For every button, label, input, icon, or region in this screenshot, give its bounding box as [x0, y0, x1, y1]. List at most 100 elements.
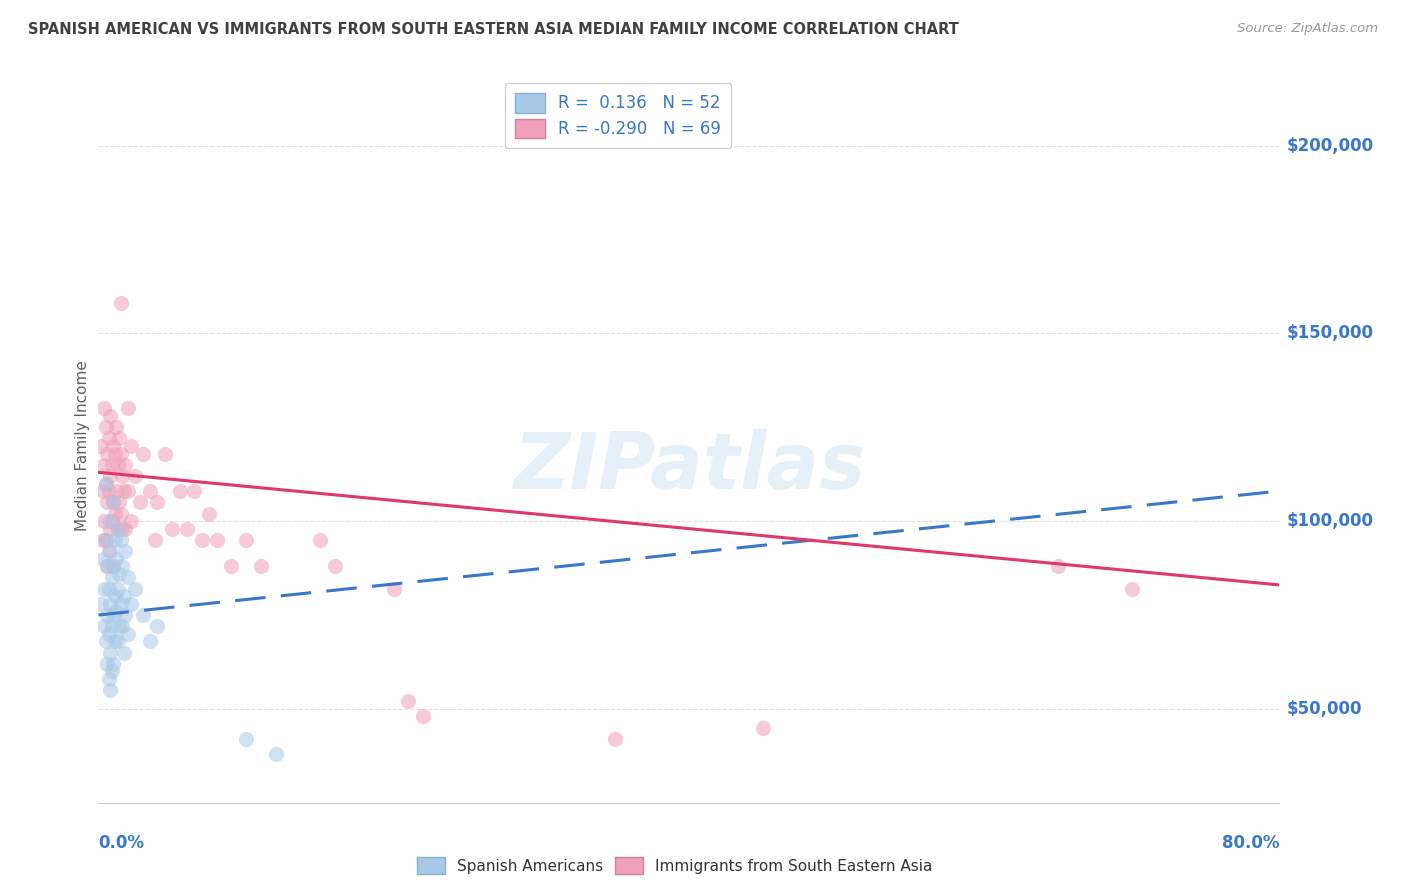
Point — [96, 446, 118, 460]
Point — [117, 627, 139, 641]
Point — [98, 409, 121, 423]
Point — [103, 439, 125, 453]
Point — [120, 514, 142, 528]
Text: $100,000: $100,000 — [1286, 512, 1374, 530]
Point — [103, 495, 125, 509]
Point — [98, 522, 121, 536]
Point — [104, 533, 127, 547]
Point — [103, 495, 125, 509]
Point — [107, 522, 129, 536]
Point — [103, 559, 125, 574]
Text: $150,000: $150,000 — [1286, 325, 1374, 343]
Point — [264, 747, 287, 761]
Point — [105, 551, 128, 566]
Point — [108, 566, 131, 581]
Point — [110, 507, 132, 521]
Point — [117, 570, 139, 584]
Point — [112, 589, 135, 603]
Point — [114, 544, 136, 558]
Text: Source: ZipAtlas.com: Source: ZipAtlas.com — [1237, 22, 1378, 36]
Point — [309, 533, 332, 547]
Point — [100, 458, 122, 472]
Point — [97, 484, 120, 499]
Point — [97, 514, 120, 528]
Point — [191, 533, 214, 547]
Point — [98, 683, 121, 698]
Point — [94, 634, 117, 648]
Text: ZIPatlas: ZIPatlas — [513, 429, 865, 506]
Point — [117, 401, 139, 416]
Point — [235, 731, 257, 746]
Point — [143, 533, 166, 547]
Point — [114, 522, 136, 536]
Point — [117, 484, 139, 499]
Point — [94, 476, 117, 491]
Point — [96, 559, 118, 574]
Point — [93, 401, 115, 416]
Point — [108, 432, 131, 446]
Legend: R =  0.136   N = 52, R = -0.290   N = 69: R = 0.136 N = 52, R = -0.290 N = 69 — [505, 83, 731, 148]
Point — [205, 533, 228, 547]
Point — [751, 721, 773, 735]
Point — [103, 607, 125, 622]
Point — [176, 522, 198, 536]
Point — [94, 476, 117, 491]
Point — [132, 607, 155, 622]
Point — [110, 597, 132, 611]
Point — [412, 709, 434, 723]
Point — [100, 619, 122, 633]
Point — [94, 533, 117, 547]
Y-axis label: Median Family Income: Median Family Income — [75, 360, 90, 532]
Point — [132, 446, 155, 460]
Point — [112, 646, 135, 660]
Point — [97, 544, 120, 558]
Point — [108, 619, 131, 633]
Text: SPANISH AMERICAN VS IMMIGRANTS FROM SOUTH EASTERN ASIA MEDIAN FAMILY INCOME CORR: SPANISH AMERICAN VS IMMIGRANTS FROM SOUT… — [28, 22, 959, 37]
Point — [90, 439, 112, 453]
Point — [110, 296, 132, 310]
Point — [139, 484, 162, 499]
Point — [250, 559, 273, 574]
Point — [219, 559, 242, 574]
Point — [114, 607, 136, 622]
Point — [93, 458, 115, 472]
Point — [105, 484, 128, 499]
Point — [91, 533, 114, 547]
Point — [198, 507, 221, 521]
Text: $200,000: $200,000 — [1286, 136, 1374, 154]
Point — [97, 627, 120, 641]
Point — [96, 495, 118, 509]
Point — [97, 672, 120, 686]
Point — [96, 657, 118, 671]
Point — [105, 420, 128, 434]
Legend: Spanish Americans, Immigrants from South Eastern Asia: Spanish Americans, Immigrants from South… — [411, 851, 939, 880]
Point — [169, 484, 191, 499]
Point — [110, 533, 132, 547]
Point — [139, 634, 162, 648]
Point — [323, 559, 346, 574]
Point — [100, 570, 122, 584]
Point — [98, 544, 121, 558]
Point — [97, 582, 120, 596]
Point — [107, 582, 129, 596]
Text: $50,000: $50,000 — [1286, 700, 1362, 718]
Point — [104, 589, 127, 603]
Point — [128, 495, 150, 509]
Point — [103, 657, 125, 671]
Point — [104, 634, 127, 648]
Point — [183, 484, 205, 499]
Point — [153, 446, 176, 460]
Point — [103, 559, 125, 574]
Point — [111, 619, 134, 633]
Point — [1121, 582, 1143, 596]
Point — [91, 551, 114, 566]
Point — [104, 507, 127, 521]
Point — [114, 458, 136, 472]
Point — [120, 597, 142, 611]
Point — [235, 533, 257, 547]
Point — [93, 514, 115, 528]
Point — [120, 439, 142, 453]
Point — [108, 495, 131, 509]
Text: 80.0%: 80.0% — [1222, 834, 1279, 852]
Point — [105, 604, 128, 618]
